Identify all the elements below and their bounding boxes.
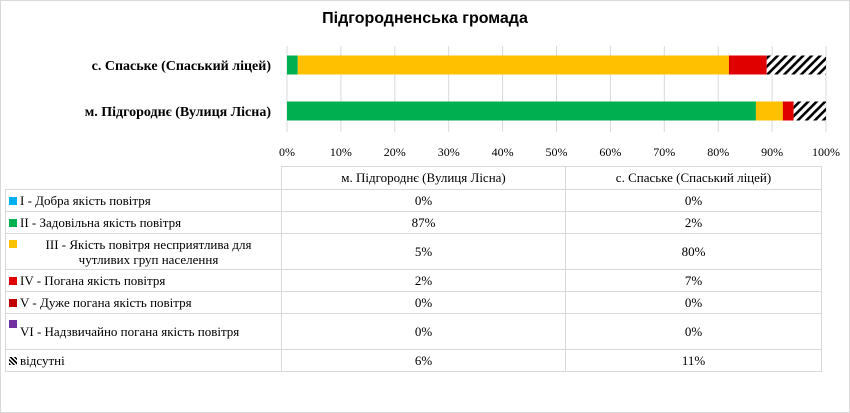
table-cell-value: 11% bbox=[565, 349, 822, 372]
table-row: VI - Надзвичайно погана якість повітря 0%… bbox=[5, 313, 822, 350]
bars bbox=[287, 55, 826, 121]
data-table: м. Підгороднє (Вулиця Лісна) с. Спаське … bbox=[5, 166, 822, 372]
table-corner bbox=[5, 166, 282, 190]
x-tick-label: 30% bbox=[438, 145, 460, 159]
chart-plot-area: м. Підгороднє (Вулиця Лісна) с. Спаське (… bbox=[85, 46, 840, 159]
table-cell-value: 0% bbox=[281, 291, 566, 314]
x-tick-label: 10% bbox=[330, 145, 352, 159]
legend-label: відсутні bbox=[20, 353, 65, 368]
table-header-row: м. Підгороднє (Вулиця Лісна) с. Спаське … bbox=[5, 166, 822, 190]
x-tick-label: 80% bbox=[707, 145, 729, 159]
legend-label: II - Задовільна якість повітря bbox=[20, 215, 182, 230]
legend-swatch-icon bbox=[9, 276, 17, 285]
legend-swatch-icon bbox=[9, 320, 17, 328]
bar-segment bbox=[287, 55, 298, 75]
category-label: с. Спаське (Спаський ліцей) bbox=[92, 59, 272, 74]
table-row: відсутні 6% 11% bbox=[5, 349, 822, 372]
x-tick-label: 100% bbox=[812, 145, 840, 159]
legend-swatch-icon bbox=[9, 240, 17, 248]
category-labels: м. Підгороднє (Вулиця Лісна) с. Спаське (… bbox=[85, 59, 272, 120]
table-cell-value: 7% bbox=[565, 269, 822, 292]
legend-label: III - Якість повітря несприятлива для чу… bbox=[45, 236, 252, 267]
table-cell-value: 0% bbox=[281, 189, 566, 212]
legend-key-cell: відсутні bbox=[5, 349, 282, 372]
table-cell-value: 0% bbox=[565, 313, 822, 350]
category-label: м. Підгороднє (Вулиця Лісна) bbox=[85, 105, 272, 120]
x-axis-ticks: 0% 10% 20% 30% 40% 50% 60% 70% 80% 90% 100% bbox=[279, 145, 840, 159]
legend-label: I - Добра якість повітря bbox=[20, 193, 151, 208]
legend-swatch-icon bbox=[9, 298, 17, 307]
table-cell-value: 6% bbox=[281, 349, 566, 372]
table-row: II - Задовільна якість повітря 87% 2% bbox=[5, 211, 822, 234]
table-cell-value: 0% bbox=[565, 291, 822, 314]
legend-key-cell: V - Дуже погана якість повітря bbox=[5, 291, 282, 314]
legend-swatch-icon bbox=[9, 196, 17, 205]
table-row: V - Дуже погана якість повітря 0% 0% bbox=[5, 291, 822, 314]
table-cell-value: 0% bbox=[565, 189, 822, 212]
table-cell-value: 2% bbox=[281, 269, 566, 292]
legend-key-cell: I - Добра якість повітря bbox=[5, 189, 282, 212]
legend-key-cell: IV - Погана якість повітря bbox=[5, 269, 282, 292]
column-header: с. Спаське (Спаський ліцей) bbox=[565, 166, 822, 190]
table-cell-value: 87% bbox=[281, 211, 566, 234]
bar-segment bbox=[287, 101, 756, 121]
table-row: I - Добра якість повітря 0% 0% bbox=[5, 189, 822, 212]
legend-swatch-icon bbox=[9, 218, 17, 227]
table-body: I - Добра якість повітря 0% 0% II - Задовіл… bbox=[5, 189, 822, 372]
x-tick-label: 60% bbox=[599, 145, 621, 159]
x-tick-label: 50% bbox=[546, 145, 568, 159]
legend-key-cell: II - Задовільна якість повітря bbox=[5, 211, 282, 234]
column-header: м. Підгороднє (Вулиця Лісна) bbox=[281, 166, 566, 190]
chart-title: Підгородненська громада bbox=[322, 10, 528, 27]
legend-label: IV - Погана якість повітря bbox=[20, 273, 166, 288]
x-tick-label: 0% bbox=[279, 145, 295, 159]
table-cell-value: 0% bbox=[281, 313, 566, 350]
bar-segment bbox=[728, 55, 767, 75]
bar-segment bbox=[297, 55, 729, 75]
table-cell-value: 2% bbox=[565, 211, 822, 234]
table-cell-value: 80% bbox=[565, 233, 822, 270]
table-row: IV - Погана якість повітря 2% 7% bbox=[5, 269, 822, 292]
legend-label: VI - Надзвичайно погана якість повітря bbox=[20, 324, 240, 339]
bar-segment bbox=[793, 101, 826, 121]
table-cell-value: 5% bbox=[281, 233, 566, 270]
bar-segment bbox=[782, 101, 794, 121]
legend-key-cell: III - Якість повітря несприятлива для чу… bbox=[5, 233, 282, 270]
bar-segment bbox=[755, 101, 783, 121]
legend-key-cell: VI - Надзвичайно погана якість повітря bbox=[5, 313, 282, 350]
x-tick-label: 40% bbox=[492, 145, 514, 159]
legend-label: V - Дуже погана якість повітря bbox=[20, 295, 192, 310]
legend-swatch-icon bbox=[9, 356, 17, 365]
x-tick-label: 20% bbox=[384, 145, 406, 159]
x-tick-label: 70% bbox=[653, 145, 675, 159]
x-tick-label: 90% bbox=[761, 145, 783, 159]
bar-segment bbox=[766, 55, 826, 75]
table-row: III - Якість повітря несприятлива для чу… bbox=[5, 233, 822, 270]
